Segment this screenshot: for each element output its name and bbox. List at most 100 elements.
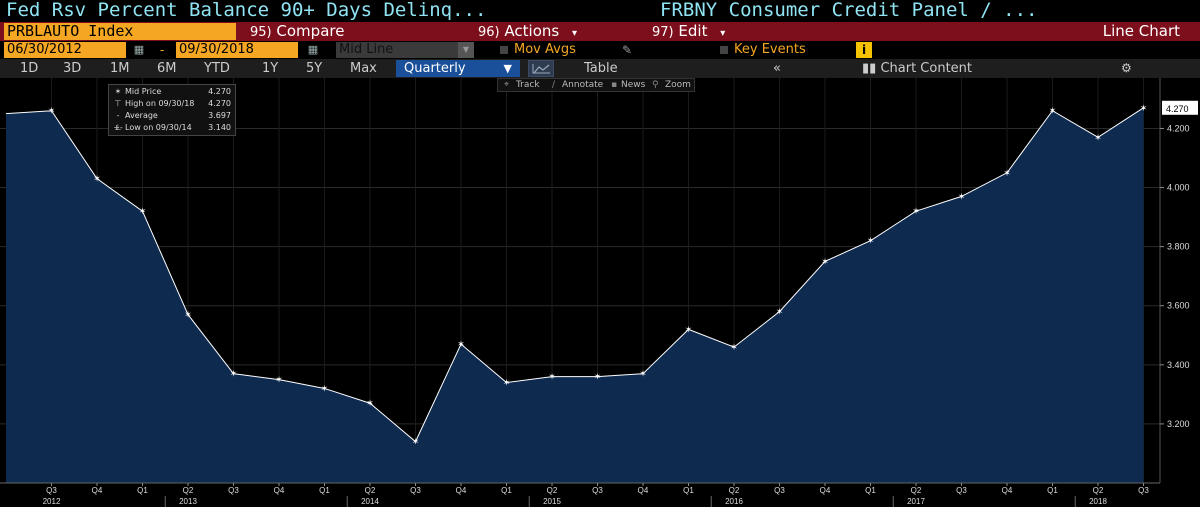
chevron-down-icon: ▼ (503, 62, 512, 75)
gear-icon[interactable]: ⚙ (1121, 61, 1132, 75)
range-3d[interactable]: 3D (63, 61, 82, 76)
actions-menu-number: 96) (478, 25, 500, 40)
y-tick-label: 3.800 (1167, 242, 1190, 252)
data-point-marker: ✶ (1003, 169, 1011, 179)
last-value-label: 4.270 (1166, 104, 1189, 114)
range-5y[interactable]: 5Y (306, 61, 323, 76)
data-point-marker: ✶ (1094, 133, 1102, 143)
chart-content-button[interactable]: ▮▮ Chart Content (862, 59, 972, 78)
news-tool[interactable]: News (621, 80, 646, 90)
x-year-label: 2014 (361, 497, 379, 506)
data-point-marker: ✶ (275, 376, 283, 386)
x-tick-label: Q3 (228, 486, 239, 495)
date-range-row: 06/30/2012 ▦ - 09/30/2018 ▦ Mid Line ▼ M… (0, 41, 1200, 59)
range-ytd[interactable]: YTD (204, 61, 230, 76)
x-tick-label: Q1 (865, 486, 876, 495)
period-value: Quarterly (404, 61, 466, 76)
y-tick-label: 4.200 (1167, 123, 1190, 133)
data-point-marker: ✶ (730, 343, 738, 353)
last-value-badge (1162, 100, 1198, 115)
zoom-icon: ⚲ (652, 80, 659, 90)
legend-row-high: ⊤ High on 09/30/18 4.270 (109, 98, 235, 110)
range-toolbar: 1D 3D 1M 6M YTD 1Y 5Y Max Quarterly ▼ Ta… (0, 59, 1200, 78)
legend-row-mid: ✶ Mid Price 4.270 (109, 86, 235, 98)
x-tick-label: Q4 (1002, 486, 1013, 495)
x-tick-label: Q2 (1093, 486, 1104, 495)
x-tick-label: Q3 (410, 486, 421, 495)
info-icon[interactable]: i (856, 42, 872, 58)
x-year-label: 2012 (43, 497, 61, 506)
start-date-field[interactable]: 06/30/2012 (4, 42, 126, 58)
data-point-marker: ✶ (48, 107, 56, 117)
annotate-tool[interactable]: Annotate (562, 80, 604, 90)
price-field-select[interactable]: Mid Line ▼ (336, 42, 474, 58)
chart-icon: ▮▮ (862, 61, 881, 76)
x-tick-label: Q2 (547, 486, 558, 495)
data-point-marker: ✶ (93, 175, 101, 185)
data-point-marker: ✶ (366, 399, 374, 409)
menu-bar: PRBLAUTO Index 95) Compare 96) Actions ▾… (0, 22, 1200, 41)
series-line (5, 107, 1144, 443)
y-tick-label: 4.000 (1167, 183, 1190, 193)
period-select[interactable]: Quarterly ▼ (396, 60, 520, 77)
ticker-field[interactable]: PRBLAUTO Index (4, 23, 236, 40)
x-tick-label: Q4 (820, 486, 831, 495)
range-max[interactable]: Max (350, 61, 377, 76)
legend-low-value: 3.140 (208, 123, 231, 132)
x-tick-label: Q4 (274, 486, 285, 495)
series-area (6, 107, 1144, 483)
range-1y[interactable]: 1Y (262, 61, 279, 76)
x-year-label: 2018 (1089, 497, 1107, 506)
table-button[interactable]: Table (584, 61, 618, 76)
data-point-marker: ✶ (821, 257, 829, 267)
mov-avgs-checkbox[interactable] (500, 46, 508, 54)
chart-type-label: Line Chart (1102, 22, 1180, 40)
star-marker-icon: ✶ (114, 87, 122, 96)
pen-icon[interactable]: ✎ (622, 43, 633, 57)
y-tick-label: 3.400 (1167, 360, 1190, 370)
data-point-marker: ✶ (867, 237, 875, 247)
data-point-marker: ✶ (685, 325, 693, 335)
range-1m[interactable]: 1M (110, 61, 130, 76)
y-axis-ticks: 3.200 3.400 3.600 3.800 4.000 4.200 4.270 (1160, 100, 1198, 429)
track-tool[interactable]: Track (516, 80, 540, 90)
data-point-marker: ✶ (1140, 104, 1148, 114)
collapse-panel-button[interactable]: « (773, 61, 781, 76)
x-tick-label: Q3 (774, 486, 785, 495)
edit-menu[interactable]: 97) Edit ▾ (652, 22, 725, 41)
line-chart-button[interactable] (528, 60, 554, 77)
key-events-label: Key Events (734, 42, 806, 57)
x-year-label: 2013 (179, 497, 197, 506)
line-chart[interactable]: ✶ ✶ ✶ ✶ ✶ ✶ ✶ ✶ ✶ ✶ ✶ ✶ ✶ ✶ ✶ ✶ ✶ ✶ ✶ ✶ ✶ ✶ ✶ ✶ ✶ 3.200 3.400 3.60… (0, 78, 1200, 507)
zoom-tool[interactable]: Zoom (665, 80, 691, 90)
x-axis-ticks: Q3 Q4 Q1 Q2 Q3 Q4 Q1 Q2 Q3 Q4 Q1 Q2 Q3 Q4 Q1 Q2 Q3 Q4 Q1 Q2… (43, 483, 1149, 507)
x-tick-label: Q4 (638, 486, 649, 495)
legend-average-value: 3.697 (208, 111, 231, 120)
legend-low-label: Low on 09/30/14 (125, 123, 192, 132)
actions-menu-label: Actions (504, 22, 560, 40)
calendar-icon[interactable]: ▦ (133, 43, 145, 56)
end-date-field[interactable]: 09/30/2018 (176, 42, 298, 58)
actions-menu[interactable]: 96) Actions ▾ (478, 22, 577, 41)
legend-mid-value: 4.270 (208, 87, 231, 96)
data-point-marker: ✶ (503, 379, 511, 389)
calendar-icon[interactable]: ▦ (307, 43, 319, 56)
chart-legend[interactable]: ✶ Mid Price 4.270 ⊤ High on 09/30/18 4.2… (108, 84, 236, 136)
x-tick-label: Q2 (183, 486, 194, 495)
x-tick-label: Q2 (729, 486, 740, 495)
price-field-value: Mid Line (339, 42, 394, 57)
range-6m[interactable]: 6M (157, 61, 177, 76)
data-point-marker: ✶ (639, 370, 647, 380)
chart-tools-bar: ⌖ Track ∕ Annotate ▪ News ⚲ Zoom (497, 78, 695, 92)
x-year-label: 2015 (543, 497, 561, 506)
x-tick-label: Q4 (92, 486, 103, 495)
key-events-checkbox[interactable] (720, 46, 728, 54)
y-tick-label: 3.200 (1167, 419, 1190, 429)
data-point-marker: ✶ (958, 192, 966, 202)
legend-high-value: 4.270 (208, 99, 231, 108)
range-1d[interactable]: 1D (20, 61, 39, 76)
edit-menu-number: 97) (652, 25, 674, 40)
compare-menu[interactable]: 95) Compare (250, 22, 344, 41)
data-point-marker: ✶ (548, 373, 556, 383)
edit-menu-label: Edit (678, 22, 708, 40)
